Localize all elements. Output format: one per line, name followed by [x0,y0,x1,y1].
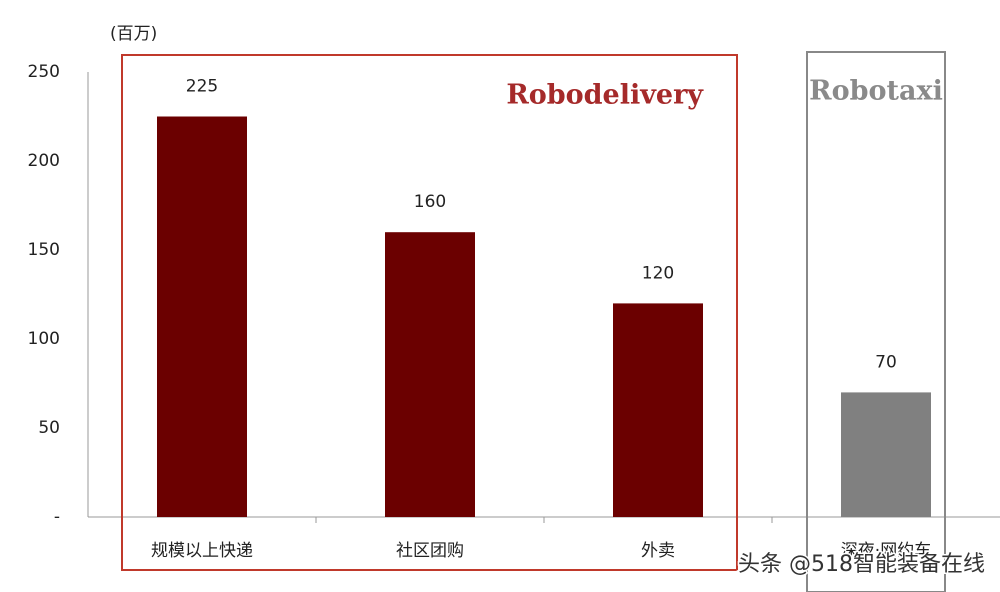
value-label: 70 [875,352,897,372]
value-label: 225 [186,77,218,97]
y-tick-label: 250 [28,62,60,82]
y-tick-label: 100 [28,329,60,349]
value-label: 120 [642,263,674,283]
bar [613,303,703,517]
y-tick-label: - [54,507,60,527]
y-tick-label: 50 [38,418,60,438]
bar [841,392,931,517]
x-tick-label: 规模以上快递 [151,541,253,561]
x-tick-label: 外卖 [641,541,675,561]
x-tick-label: 深夜·网约车 [841,541,931,561]
group-box [121,54,738,571]
bar [385,232,475,517]
value-label: 160 [414,192,446,212]
y-tick-label: 200 [28,151,60,171]
group-box [806,51,946,592]
bar [157,116,247,517]
y-tick-label: 150 [28,240,60,260]
watermark: 头条 @518智能装备在线 [738,552,985,577]
annotation: Robodelivery [506,80,704,111]
y-unit: (百万) [110,24,157,44]
annotation: Robotaxi [809,76,943,107]
x-tick-label: 社区团购 [396,541,464,561]
